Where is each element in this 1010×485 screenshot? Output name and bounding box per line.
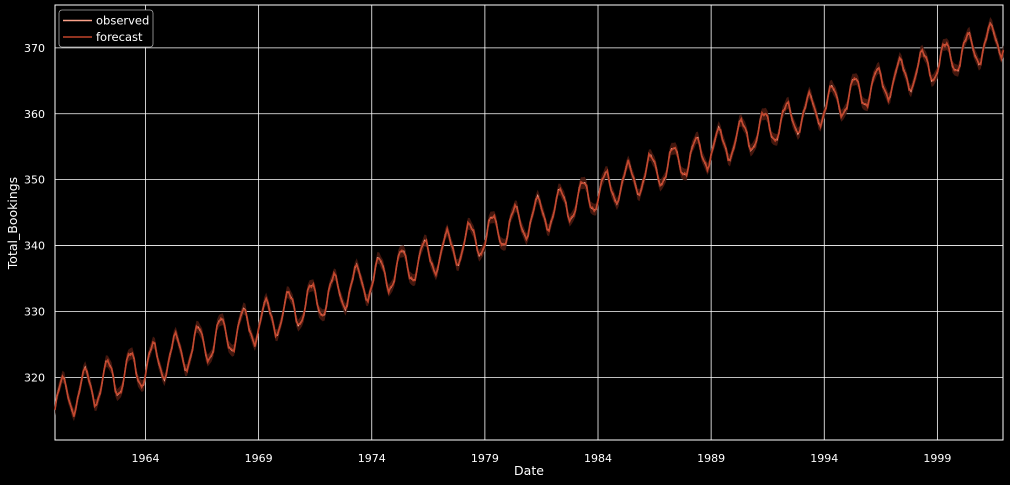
- legend: observed forecast: [58, 9, 154, 48]
- x-tick-label: 1979: [471, 452, 499, 465]
- forecast-confidence-band: [55, 17, 1004, 422]
- x-tick-label: 1984: [584, 452, 612, 465]
- series-line-forecast: [54, 21, 1005, 417]
- y-tick-label: 350: [24, 174, 45, 187]
- x-tick-label: 1969: [245, 452, 273, 465]
- x-tick-label: 1974: [358, 452, 386, 465]
- x-tick-label: 1999: [923, 452, 951, 465]
- y-tick-label: 340: [24, 240, 45, 253]
- x-tick-label: 1989: [697, 452, 725, 465]
- y-tick-label: 320: [24, 371, 45, 384]
- legend-label-forecast: forecast: [96, 30, 143, 44]
- plot-frame: [54, 4, 1004, 441]
- plot-area: [54, 4, 1005, 441]
- series-line-observed: [54, 21, 1004, 418]
- y-tick-label: 370: [24, 42, 45, 55]
- y-tick-label: 330: [24, 305, 45, 318]
- legend-label-observed: observed: [96, 14, 149, 28]
- x-axis-ticks: 1964 1969 1974 1979 1984 1989 1994 1999: [132, 452, 952, 465]
- grid: [55, 5, 1003, 440]
- y-axis-ticks: 320 330 340 350 360 370: [24, 42, 45, 385]
- series-layer: [54, 17, 1005, 422]
- x-tick-label: 1964: [132, 452, 160, 465]
- y-axis-label: Total_Bookings: [5, 177, 20, 270]
- x-tick-label: 1994: [810, 452, 838, 465]
- legend-box: [58, 9, 154, 48]
- y-tick-label: 360: [24, 108, 45, 121]
- x-axis-label: Date: [514, 463, 544, 478]
